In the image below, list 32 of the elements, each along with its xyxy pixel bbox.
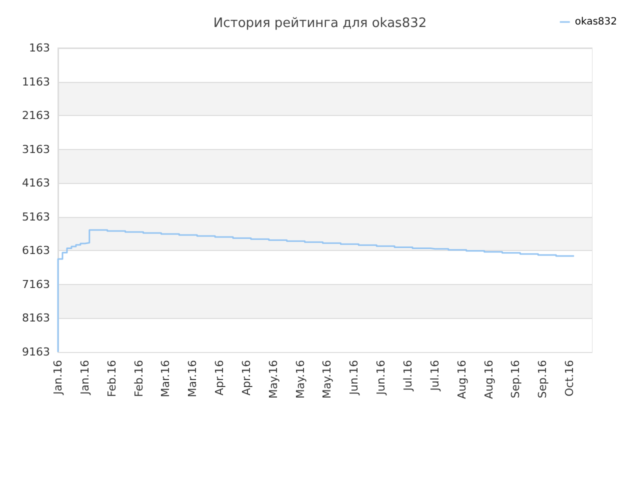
y-tick-label: 5163	[22, 210, 50, 224]
chart-title: История рейтинга для okas832	[213, 16, 427, 31]
legend-label: okas832	[574, 16, 618, 28]
x-tick-label: Mar.16	[159, 360, 172, 398]
x-tick-label: Sep.16	[536, 360, 550, 398]
x-tick-label: May.16	[320, 360, 334, 399]
y-tick-label: 4163	[22, 176, 50, 190]
y-tick-label: 163	[29, 42, 50, 54]
x-tick-label: Apr.16	[240, 360, 253, 396]
y-tick-label: 2163	[22, 109, 50, 122]
x-tick-label: Sep.16	[509, 360, 522, 398]
y-tick-label: 6163	[22, 244, 50, 258]
x-tick-label: Aug.16	[455, 360, 468, 399]
x-tick-label: Jul.16	[428, 360, 442, 392]
x-tick-label: Apr.16	[213, 360, 226, 396]
x-tick-label: Aug.16	[482, 360, 496, 399]
x-tick-label: May.16	[294, 360, 307, 399]
x-tick-label: Jun.16	[374, 360, 388, 396]
x-tick-label: May.16	[266, 360, 280, 399]
y-tick-label: 8163	[22, 312, 50, 325]
x-tick-label: Feb.16	[105, 360, 118, 397]
x-tick-label: Jul.16	[402, 360, 415, 392]
x-tick-label: Mar.16	[186, 360, 200, 398]
x-tick-label: Feb.16	[132, 360, 146, 397]
x-tick-label: Jan.16	[78, 360, 92, 396]
y-tick-label: 9163	[22, 346, 50, 358]
x-tick-label: Jun.16	[348, 360, 361, 396]
x-tick-label: Jan.16	[52, 360, 64, 396]
y-tick-label: 1163	[22, 75, 50, 88]
x-tick-label: Oct.16	[563, 360, 576, 397]
y-tick-label: 3163	[22, 142, 50, 156]
y-tick-label: 7163	[22, 278, 50, 291]
